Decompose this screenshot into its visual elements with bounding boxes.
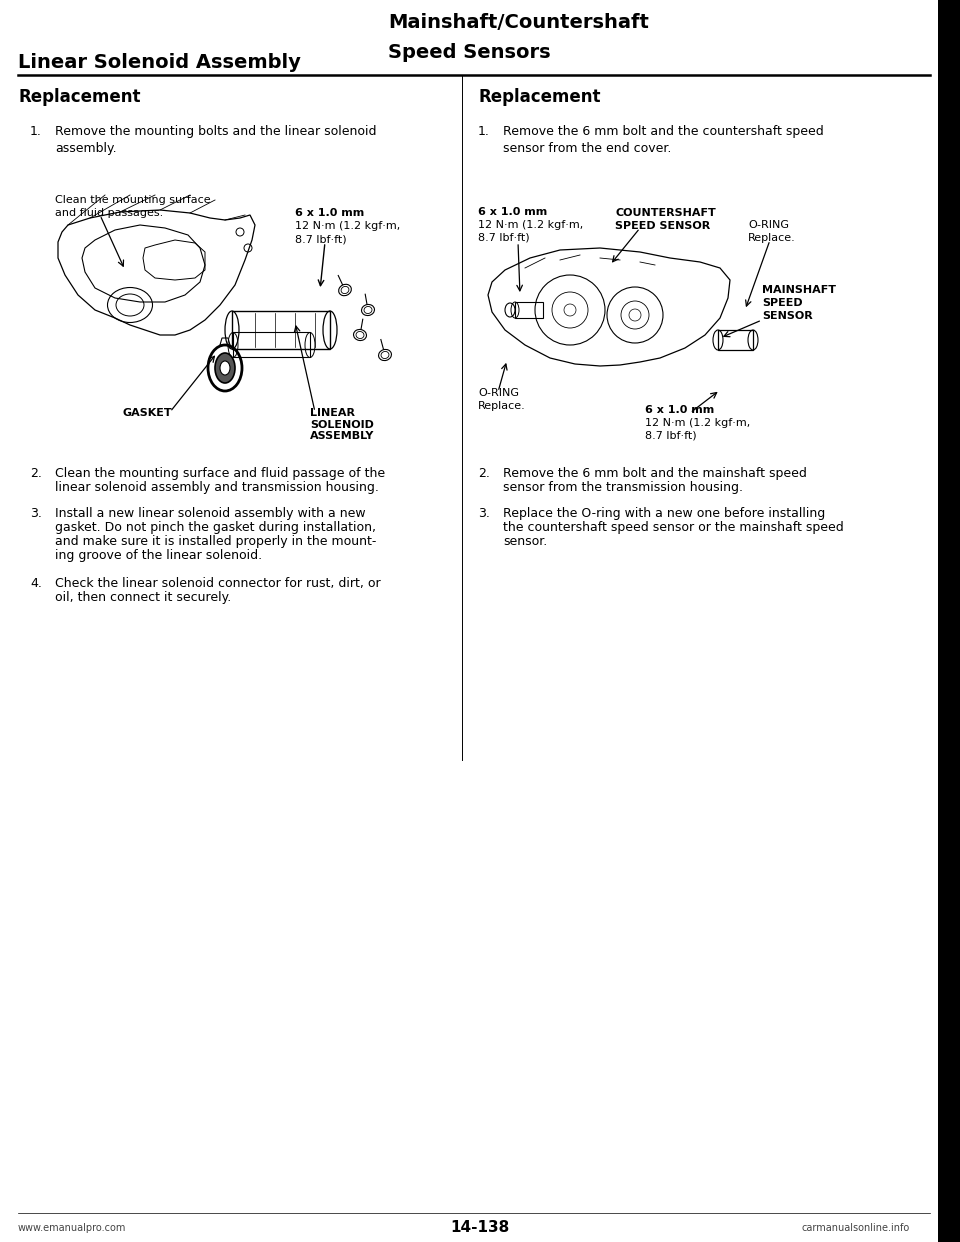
Text: 3.: 3. (478, 507, 490, 520)
Text: 8.7 lbf·ft): 8.7 lbf·ft) (295, 233, 347, 243)
Bar (232, 310, 330, 349)
Text: sensor.: sensor. (503, 535, 547, 548)
Text: 6 x 1.0 mm: 6 x 1.0 mm (295, 207, 364, 219)
Text: www.emanualpro.com: www.emanualpro.com (18, 1223, 127, 1233)
Text: 2.: 2. (30, 467, 42, 479)
Bar (515, 302, 543, 318)
Bar (938, 0, 960, 1242)
Text: Remove the mounting bolts and the linear solenoid: Remove the mounting bolts and the linear… (55, 125, 376, 138)
Ellipse shape (220, 361, 230, 375)
Text: 8.7 lbf·ft): 8.7 lbf·ft) (478, 233, 530, 243)
Text: 4.: 4. (30, 578, 42, 590)
Text: Replacement: Replacement (18, 88, 140, 106)
Text: 8.7 lbf·ft): 8.7 lbf·ft) (645, 431, 697, 441)
Text: O-RING: O-RING (478, 388, 519, 397)
Text: carmanualsonline.info: carmanualsonline.info (802, 1223, 910, 1233)
Text: 14-138: 14-138 (450, 1221, 510, 1236)
Text: Replace the O-ring with a new one before installing: Replace the O-ring with a new one before… (503, 507, 826, 520)
Text: ing groove of the linear solenoid.: ing groove of the linear solenoid. (55, 549, 262, 561)
Text: 3.: 3. (30, 507, 42, 520)
Text: linear solenoid assembly and transmission housing.: linear solenoid assembly and transmissio… (55, 481, 379, 494)
Text: assembly.: assembly. (55, 142, 116, 155)
Text: and fluid passages.: and fluid passages. (55, 207, 163, 219)
Text: Replace.: Replace. (478, 401, 526, 411)
Text: SPEED: SPEED (762, 298, 803, 308)
Text: GASKET: GASKET (122, 409, 172, 419)
Text: 12 N·m (1.2 kgf·m,: 12 N·m (1.2 kgf·m, (645, 419, 751, 428)
Text: 1.: 1. (30, 125, 42, 138)
Text: 6 x 1.0 mm: 6 x 1.0 mm (645, 405, 714, 415)
Text: Remove the 6 mm bolt and the mainshaft speed: Remove the 6 mm bolt and the mainshaft s… (503, 467, 806, 479)
Polygon shape (938, 83, 960, 152)
Text: oil, then connect it securely.: oil, then connect it securely. (55, 591, 231, 604)
Text: Clean the mounting surface: Clean the mounting surface (55, 195, 210, 205)
Text: SPEED SENSOR: SPEED SENSOR (615, 221, 710, 231)
Text: 6 x 1.0 mm: 6 x 1.0 mm (478, 207, 547, 217)
Text: LINEAR
SOLENOID
ASSEMBLY: LINEAR SOLENOID ASSEMBLY (310, 409, 374, 441)
Text: Replacement: Replacement (478, 88, 601, 106)
Text: gasket. Do not pinch the gasket during installation,: gasket. Do not pinch the gasket during i… (55, 520, 376, 534)
Text: Remove the 6 mm bolt and the countershaft speed: Remove the 6 mm bolt and the countershaf… (503, 125, 824, 138)
Text: Speed Sensors: Speed Sensors (388, 42, 551, 62)
Text: Mainshaft/Countershaft: Mainshaft/Countershaft (388, 12, 649, 31)
Text: Replace.: Replace. (748, 233, 796, 243)
Text: SENSOR: SENSOR (762, 310, 813, 320)
Bar (718, 330, 753, 350)
Text: 12 N·m (1.2 kgf·m,: 12 N·m (1.2 kgf·m, (478, 220, 584, 230)
Text: 1.: 1. (478, 125, 490, 138)
Polygon shape (938, 455, 960, 532)
Polygon shape (938, 1150, 960, 1222)
Text: Clean the mounting surface and fluid passage of the: Clean the mounting surface and fluid pas… (55, 467, 385, 479)
Ellipse shape (215, 353, 235, 383)
Text: O-RING: O-RING (748, 220, 789, 230)
Text: 12 N·m (1.2 kgf·m,: 12 N·m (1.2 kgf·m, (295, 221, 400, 231)
Text: and make sure it is installed properly in the mount-: and make sure it is installed properly i… (55, 535, 376, 548)
Text: 2.: 2. (478, 467, 490, 479)
Text: COUNTERSHAFT: COUNTERSHAFT (615, 207, 716, 219)
Text: Check the linear solenoid connector for rust, dirt, or: Check the linear solenoid connector for … (55, 578, 380, 590)
Text: sensor from the end cover.: sensor from the end cover. (503, 142, 671, 155)
Text: Install a new linear solenoid assembly with a new: Install a new linear solenoid assembly w… (55, 507, 366, 520)
Text: the countershaft speed sensor or the mainshaft speed: the countershaft speed sensor or the mai… (503, 520, 844, 534)
Bar (233, 332, 310, 356)
Text: sensor from the transmission housing.: sensor from the transmission housing. (503, 481, 743, 494)
Text: MAINSHAFT: MAINSHAFT (762, 284, 836, 296)
Text: Linear Solenoid Assembly: Linear Solenoid Assembly (18, 52, 300, 72)
